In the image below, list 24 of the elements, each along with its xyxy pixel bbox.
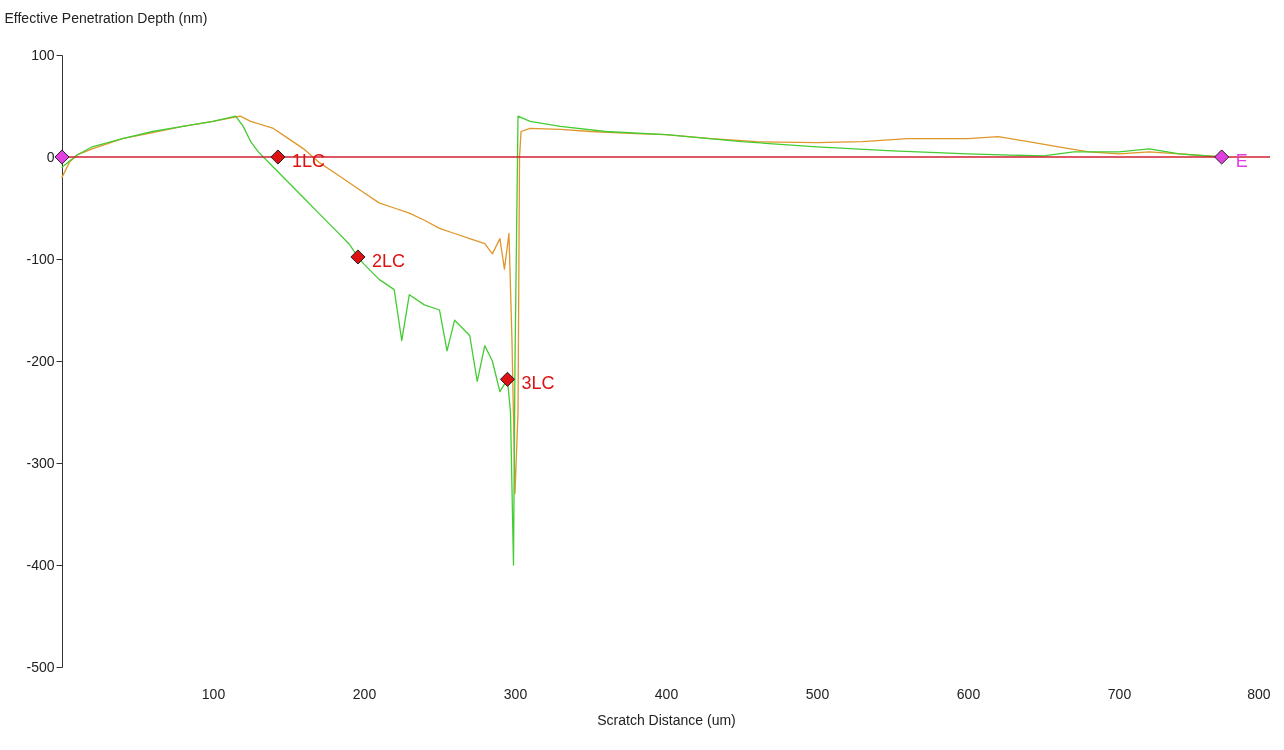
x-tick-label: 800 [1247, 685, 1271, 702]
y-tick-label: 100 [31, 46, 55, 63]
y-tick-label: -400 [26, 556, 55, 573]
y-tick-label: -300 [26, 454, 55, 471]
y-tick-label: -200 [26, 352, 55, 369]
x-tick-label: 100 [201, 685, 226, 702]
y-axis-title: Effective Penetration Depth (nm) [4, 9, 208, 26]
point [1214, 149, 1230, 165]
point [270, 149, 286, 165]
point [350, 249, 366, 265]
point [499, 371, 516, 387]
y-tick-label: -100 [26, 250, 55, 267]
y-tick-label: -500 [26, 658, 55, 675]
point [54, 149, 70, 165]
y-tick-label: 0 [46, 148, 55, 165]
x-tick-label: 200 [352, 685, 377, 702]
x-tick-label: 400 [654, 685, 679, 702]
x-tick-label: 700 [1107, 685, 1132, 702]
x-tick-label: 300 [503, 685, 528, 702]
x-tick-label: 500 [805, 685, 830, 702]
annotation: 3LC [521, 373, 555, 394]
x-tick-label: 600 [956, 685, 981, 702]
annotation: 2LC [371, 250, 405, 271]
x-axis-title: Scratch Distance (um) [597, 711, 736, 728]
